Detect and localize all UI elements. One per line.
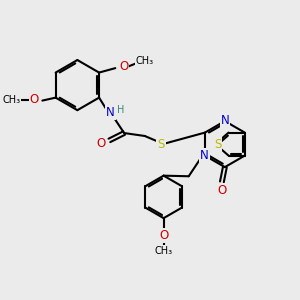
Text: CH₃: CH₃	[2, 95, 20, 105]
Text: H: H	[117, 105, 124, 115]
Text: CH₃: CH₃	[136, 56, 154, 66]
Text: N: N	[200, 149, 209, 162]
Text: S: S	[214, 138, 221, 151]
Text: O: O	[217, 184, 226, 196]
Text: O: O	[119, 60, 128, 73]
Text: S: S	[157, 138, 165, 151]
Text: N: N	[106, 106, 115, 119]
Text: O: O	[29, 94, 39, 106]
Text: N: N	[220, 114, 229, 127]
Text: O: O	[159, 229, 168, 242]
Text: CH₃: CH₃	[154, 246, 173, 256]
Text: O: O	[97, 137, 106, 150]
